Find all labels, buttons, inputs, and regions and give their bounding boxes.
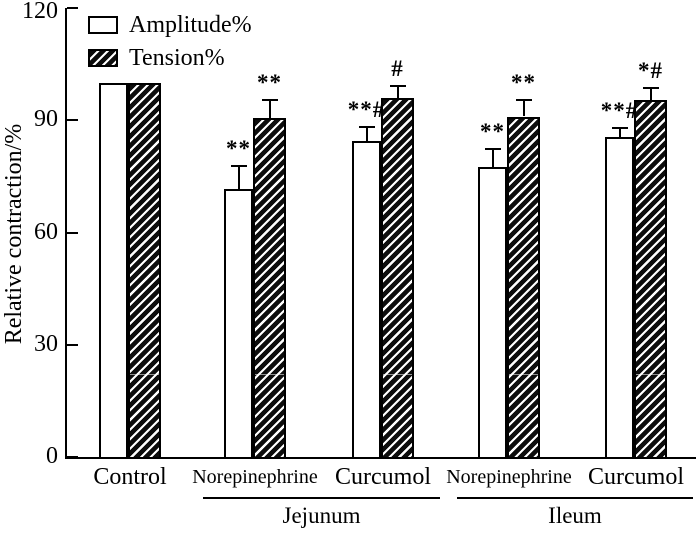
error-bar-stem (649, 87, 652, 100)
y-tick-label: 30 (34, 330, 58, 357)
x-category-label-norepinephrine-3: Norepinephrine (446, 466, 572, 488)
significance-marker-tension-4: *# (638, 57, 663, 83)
error-bar-cap (484, 148, 501, 151)
error-bar-stem (618, 128, 621, 138)
error-bar-stem (396, 85, 399, 98)
bar-tension-control-0 (128, 82, 161, 459)
error-bar-cap (642, 86, 659, 89)
bar-tension-norepinephrine-3 (507, 116, 540, 459)
x-category-label-control-0: Control (93, 464, 167, 490)
hatch-artifact-line (383, 373, 412, 375)
error-bar-cap (261, 99, 278, 102)
error-bar-stem (522, 100, 525, 117)
x-category-label-curcumol-4: Curcumol (588, 464, 684, 490)
amplitude-swatch-icon (88, 15, 118, 34)
y-tick (67, 456, 78, 458)
significance-marker-tension-1: ** (257, 70, 282, 96)
y-axis-line (65, 8, 67, 459)
bar-tension-curcumol-4 (634, 99, 667, 459)
legend-label-tension: Tension% (129, 44, 225, 71)
error-bar-cap (515, 99, 532, 102)
error-bar-cap (611, 127, 628, 130)
significance-marker-amplitude-2: **# (347, 96, 386, 122)
y-tick-label: 120 (22, 0, 58, 24)
x-category-label-curcumol-2: Curcumol (335, 464, 431, 490)
section-underline-jejunum (203, 497, 440, 499)
error-bar-cap (358, 125, 375, 128)
legend: Amplitude% Tension% (88, 8, 252, 74)
error-bar-stem (237, 165, 240, 190)
error-bar-stem (365, 126, 368, 141)
hatch-artifact-line (130, 373, 159, 375)
bar-amplitude-curcumol-2 (352, 140, 381, 459)
significance-marker-amplitude-3: ** (480, 119, 505, 145)
y-tick (67, 119, 78, 122)
y-tick (67, 343, 78, 346)
section-label-jejunum: Jejunum (282, 503, 361, 528)
tension-swatch-icon (88, 48, 118, 67)
legend-label-amplitude: Amplitude% (129, 11, 252, 38)
y-tick-label: 60 (34, 218, 58, 245)
error-bar-stem (268, 100, 271, 119)
bar-amplitude-norepinephrine-1 (224, 189, 253, 459)
error-bar-stem (491, 149, 494, 167)
bar-amplitude-curcumol-4 (605, 137, 634, 459)
bar-amplitude-norepinephrine-3 (478, 167, 507, 459)
y-tick (67, 231, 78, 234)
error-bar-cap (389, 84, 406, 87)
significance-marker-tension-2: # (391, 55, 404, 81)
hatch-artifact-line (255, 373, 284, 375)
hatch-artifact-line (636, 373, 665, 375)
hatch-artifact-line (509, 373, 538, 375)
bar-amplitude-control-0 (99, 82, 128, 459)
significance-marker-amplitude-4: **# (600, 98, 639, 124)
legend-item-tension: Tension% (88, 41, 252, 74)
y-tick (67, 7, 78, 9)
section-underline-ileum (457, 497, 693, 499)
y-tick-label: 0 (46, 443, 58, 469)
significance-marker-tension-3: ** (511, 70, 536, 96)
y-tick-label: 90 (34, 106, 58, 133)
bar-tension-norepinephrine-1 (253, 118, 286, 459)
error-bar-cap (230, 164, 247, 167)
legend-item-amplitude: Amplitude% (88, 8, 252, 41)
x-category-label-norepinephrine-1: Norepinephrine (192, 466, 318, 488)
section-label-ileum: Ileum (548, 503, 602, 528)
bar-tension-curcumol-2 (381, 97, 414, 459)
significance-marker-amplitude-1: ** (226, 135, 251, 161)
